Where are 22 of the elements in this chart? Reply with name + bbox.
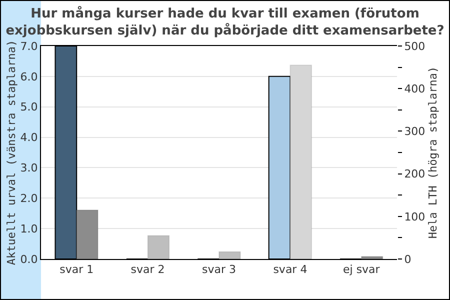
y-tick-label: 6.0 xyxy=(20,70,38,84)
x-tick-label: svar 1 xyxy=(60,263,94,276)
chart-title: Hur många kurser hade du kvar till examen (förutom exjobbskursen själv) när du påbörjade ditt examensarbete? xyxy=(6,5,444,38)
y-tick-label: 7.0 xyxy=(20,40,38,53)
y-tick-label: 2.0 xyxy=(20,192,38,205)
y2-tick-label: 0 xyxy=(404,252,412,266)
y-axis-title: Aktuellt urval (vänstra staplarna) xyxy=(4,40,18,266)
y2-tick-label: 200 xyxy=(404,168,426,181)
y2-tick-label: 500 xyxy=(404,40,426,53)
y2-axis-title: Hela LTH (högra staplarna) xyxy=(426,66,440,239)
y2-tick-label: 100 xyxy=(404,210,426,224)
x-tick-label: svar 2 xyxy=(130,263,165,276)
y-tick-label: 4.0 xyxy=(20,131,38,144)
x-tick-label: svar 4 xyxy=(273,263,308,276)
x-tick-label: svar 3 xyxy=(202,263,236,276)
y-tick-label: 0.0 xyxy=(20,252,38,266)
y-tick-label: 1.0 xyxy=(20,222,38,236)
y2-tick-label: 400 xyxy=(404,82,426,96)
y-tick-label: 3.0 xyxy=(20,162,38,175)
y-tick-label: 5.0 xyxy=(20,100,38,114)
x-tick-label: ej svar xyxy=(342,263,380,276)
y2-tick-label: 300 xyxy=(404,125,426,138)
